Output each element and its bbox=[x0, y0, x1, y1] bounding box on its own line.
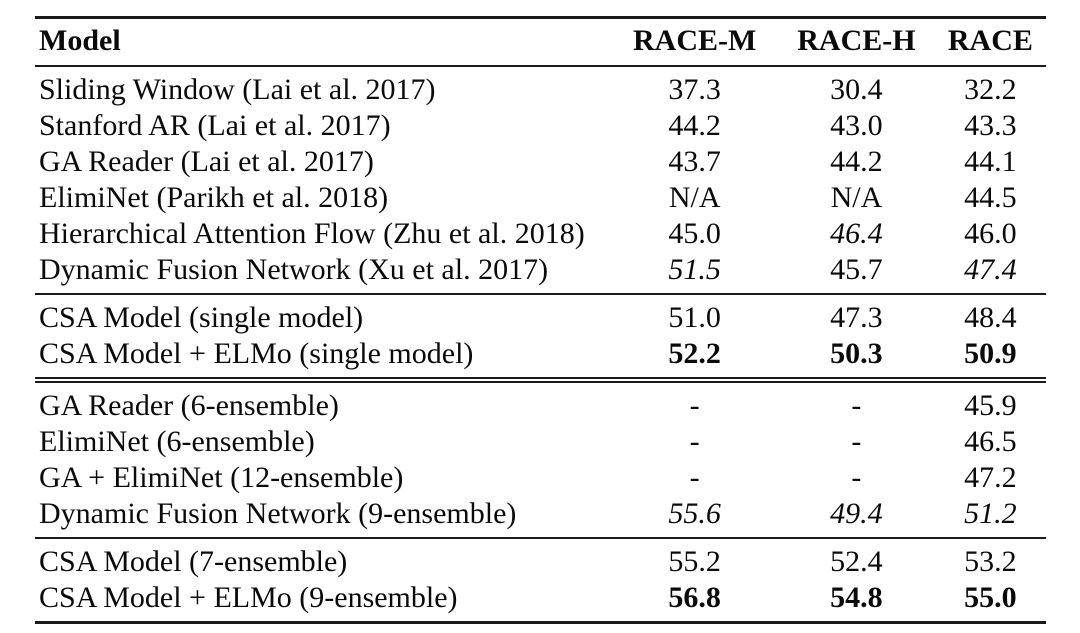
race-h-value: 54.8 bbox=[830, 581, 883, 614]
model-name: Dynamic Fusion Network (9-ensemble) bbox=[39, 497, 517, 530]
section-csa-ensembles: CSA Model (7-ensemble) 55.2 52.4 53.2 CS… bbox=[35, 538, 1046, 623]
table-row: Stanford AR (Lai et al. 2017) 44.2 43.0 … bbox=[35, 108, 1046, 144]
race-m-value: 55.6 bbox=[668, 497, 721, 530]
race-value: 51.2 bbox=[964, 497, 1017, 530]
race-m-value: 51.5 bbox=[668, 253, 721, 286]
race-value: 53.2 bbox=[964, 545, 1017, 578]
race-value: 46.0 bbox=[964, 217, 1017, 250]
model-name: GA Reader (Lai et al. 2017) bbox=[39, 145, 374, 178]
race-h-value: 47.3 bbox=[830, 301, 883, 334]
race-h-value: - bbox=[851, 461, 862, 494]
race-value: 45.9 bbox=[964, 389, 1017, 422]
race-h-value: 45.7 bbox=[830, 253, 883, 286]
table-row: CSA Model (7-ensemble) 55.2 52.4 53.2 bbox=[35, 538, 1046, 580]
race-value: 32.2 bbox=[964, 73, 1017, 106]
race-h-value: 50.3 bbox=[830, 337, 883, 370]
column-header-race: RACE bbox=[947, 24, 1033, 57]
column-header-race-h: RACE-H bbox=[797, 24, 916, 57]
race-m-value: - bbox=[689, 461, 700, 494]
table-row: ElimiNet (6-ensemble) - - 46.5 bbox=[35, 424, 1046, 460]
table-header: Model RACE-M RACE-H RACE bbox=[35, 18, 1046, 67]
race-m-value: 55.2 bbox=[668, 545, 721, 578]
table-row: GA + ElimiNet (12-ensemble) - - 47.2 bbox=[35, 460, 1046, 496]
column-header-race-m: RACE-M bbox=[633, 24, 757, 57]
table-row: Hierarchical Attention Flow (Zhu et al. … bbox=[35, 216, 1046, 252]
race-value: 43.3 bbox=[964, 109, 1017, 142]
model-name: CSA Model (7-ensemble) bbox=[39, 545, 348, 578]
race-value: 44.1 bbox=[964, 145, 1017, 178]
race-h-value: 30.4 bbox=[830, 73, 883, 106]
race-m-value: 45.0 bbox=[668, 217, 721, 250]
race-m-value: 52.2 bbox=[668, 337, 721, 370]
model-name: ElimiNet (6-ensemble) bbox=[39, 425, 315, 458]
race-m-value: N/A bbox=[668, 181, 721, 214]
table-row: CSA Model + ELMo (single model) 52.2 50.… bbox=[35, 336, 1046, 380]
race-h-value: 44.2 bbox=[830, 145, 883, 178]
race-value: 46.5 bbox=[964, 425, 1017, 458]
race-value: 55.0 bbox=[964, 581, 1017, 614]
race-m-value: 44.2 bbox=[668, 109, 721, 142]
race-value: 50.9 bbox=[964, 337, 1017, 370]
model-name: Hierarchical Attention Flow (Zhu et al. … bbox=[39, 217, 585, 250]
race-h-value: - bbox=[851, 425, 862, 458]
race-h-value: N/A bbox=[830, 181, 883, 214]
race-m-value: 37.3 bbox=[668, 73, 721, 106]
race-m-value: 51.0 bbox=[668, 301, 721, 334]
column-header-model: Model bbox=[39, 24, 121, 57]
table-row: CSA Model + ELMo (9-ensemble) 56.8 54.8 … bbox=[35, 580, 1046, 623]
table-row: Dynamic Fusion Network (Xu et al. 2017) … bbox=[35, 252, 1046, 294]
race-value: 48.4 bbox=[964, 301, 1017, 334]
model-name: CSA Model + ELMo (9-ensemble) bbox=[39, 581, 458, 614]
model-name: CSA Model + ELMo (single model) bbox=[39, 337, 474, 370]
section-published-baselines: Sliding Window (Lai et al. 2017) 37.3 30… bbox=[35, 66, 1046, 294]
race-m-value: 43.7 bbox=[668, 145, 721, 178]
model-name: GA Reader (6-ensemble) bbox=[39, 389, 339, 422]
race-m-value: - bbox=[689, 425, 700, 458]
table-row: GA Reader (6-ensemble) - - 45.9 bbox=[35, 380, 1046, 424]
table-row: ElimiNet (Parikh et al. 2018) N/A N/A 44… bbox=[35, 180, 1046, 216]
race-m-value: 56.8 bbox=[668, 581, 721, 614]
race-value: 47.2 bbox=[964, 461, 1017, 494]
model-name: Sliding Window (Lai et al. 2017) bbox=[39, 73, 436, 106]
table-row: CSA Model (single model) 51.0 47.3 48.4 bbox=[35, 294, 1046, 336]
results-table: Model RACE-M RACE-H RACE Sliding Window … bbox=[35, 16, 1046, 624]
section-ensemble-baselines: GA Reader (6-ensemble) - - 45.9 ElimiNet… bbox=[35, 380, 1046, 538]
section-csa-single-models: CSA Model (single model) 51.0 47.3 48.4 … bbox=[35, 294, 1046, 380]
race-h-value: - bbox=[851, 389, 862, 422]
race-h-value: 46.4 bbox=[830, 217, 883, 250]
race-h-value: 49.4 bbox=[830, 497, 883, 530]
model-name: Dynamic Fusion Network (Xu et al. 2017) bbox=[39, 253, 549, 286]
header-row: Model RACE-M RACE-H RACE bbox=[35, 18, 1046, 67]
race-h-value: 43.0 bbox=[830, 109, 883, 142]
race-m-value: - bbox=[689, 389, 700, 422]
model-name: CSA Model (single model) bbox=[39, 301, 364, 334]
race-value: 47.4 bbox=[964, 253, 1017, 286]
race-h-value: 52.4 bbox=[830, 545, 883, 578]
model-name: ElimiNet (Parikh et al. 2018) bbox=[39, 181, 389, 214]
model-name: GA + ElimiNet (12-ensemble) bbox=[39, 461, 404, 494]
table-row: Sliding Window (Lai et al. 2017) 37.3 30… bbox=[35, 66, 1046, 108]
race-value: 44.5 bbox=[964, 181, 1017, 214]
table-row: GA Reader (Lai et al. 2017) 43.7 44.2 44… bbox=[35, 144, 1046, 180]
model-name: Stanford AR (Lai et al. 2017) bbox=[39, 109, 391, 142]
table-row: Dynamic Fusion Network (9-ensemble) 55.6… bbox=[35, 496, 1046, 538]
